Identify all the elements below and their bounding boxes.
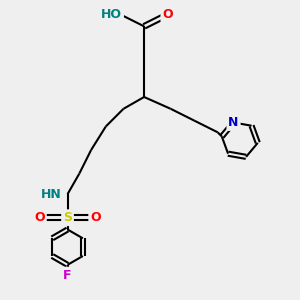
Text: F: F — [63, 268, 72, 282]
Text: O: O — [90, 211, 101, 224]
Text: HO: HO — [101, 8, 122, 21]
Text: N: N — [228, 116, 239, 129]
Text: HN: HN — [41, 188, 62, 201]
Text: O: O — [162, 8, 173, 21]
Text: O: O — [34, 211, 45, 224]
Text: S: S — [63, 211, 72, 224]
